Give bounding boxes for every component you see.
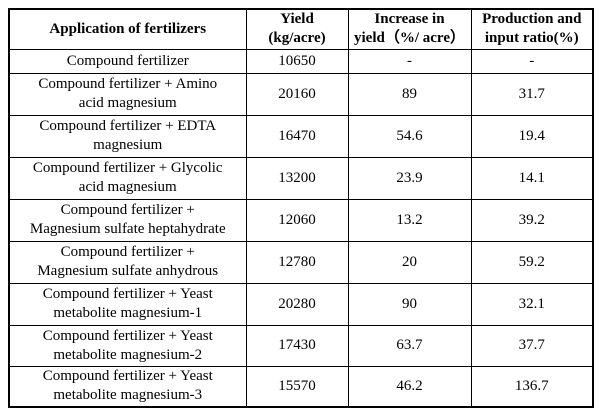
table-row: Compound fertilizer 10650 - - — [8, 48, 594, 74]
application-cell: Compound fertilizer + Yeast metabolite m… — [8, 282, 247, 326]
header-ratio: Production and input ratio(%) — [470, 8, 594, 50]
table-row: Compound fertilizer + Magnesium sulfate … — [8, 240, 594, 284]
ratio-cell: - — [470, 48, 594, 74]
yield-cell: 13200 — [245, 156, 349, 200]
table-row: Compound fertilizer + Yeast metabolite m… — [8, 282, 594, 326]
ratio-cell: 31.7 — [470, 72, 594, 116]
increase-cell: 54.6 — [347, 114, 472, 158]
increase-cell: 46.2 — [347, 365, 472, 408]
header-yield: Yield (kg/acre) — [245, 8, 349, 50]
header-increase: Increase in yield（%/ acre） — [347, 8, 472, 50]
application-cell: Compound fertilizer + Yeast metabolite m… — [8, 324, 247, 367]
application-cell: Compound fertilizer + Amino acid magnesi… — [8, 72, 247, 116]
table-row: Compound fertilizer + Yeast metabolite m… — [8, 365, 594, 408]
table-row: Compound fertilizer + Yeast metabolite m… — [8, 324, 594, 367]
yield-cell: 15570 — [245, 365, 349, 408]
application-cell: Compound fertilizer + Yeast metabolite m… — [8, 365, 247, 408]
table-row: Compound fertilizer + Magnesium sulfate … — [8, 198, 594, 242]
increase-cell: 23.9 — [347, 156, 472, 200]
ratio-cell: 14.1 — [470, 156, 594, 200]
increase-cell: 63.7 — [347, 324, 472, 367]
yield-cell: 10650 — [245, 48, 349, 74]
increase-cell: 90 — [347, 282, 472, 326]
increase-cell: - — [347, 48, 472, 74]
yield-cell: 16470 — [245, 114, 349, 158]
application-cell: Compound fertilizer — [8, 48, 247, 74]
table-row: Compound fertilizer + Glycolic acid magn… — [8, 156, 594, 200]
ratio-cell: 32.1 — [470, 282, 594, 326]
yield-cell: 12060 — [245, 198, 349, 242]
table-header-row: Application of fertilizers Yield (kg/acr… — [8, 8, 594, 50]
yield-cell: 12780 — [245, 240, 349, 284]
yield-cell: 20160 — [245, 72, 349, 116]
yield-cell: 17430 — [245, 324, 349, 367]
increase-cell: 20 — [347, 240, 472, 284]
ratio-cell: 39.2 — [470, 198, 594, 242]
increase-cell: 89 — [347, 72, 472, 116]
ratio-cell: 19.4 — [470, 114, 594, 158]
application-cell: Compound fertilizer + Magnesium sulfate … — [8, 198, 247, 242]
fertilizer-results-table: Application of fertilizers Yield (kg/acr… — [8, 8, 594, 408]
ratio-cell: 136.7 — [470, 365, 594, 408]
application-cell: Compound fertilizer + Glycolic acid magn… — [8, 156, 247, 200]
application-cell: Compound fertilizer + Magnesium sulfate … — [8, 240, 247, 284]
yield-cell: 20280 — [245, 282, 349, 326]
table-row: Compound fertilizer + EDTA magnesium 164… — [8, 114, 594, 158]
ratio-cell: 37.7 — [470, 324, 594, 367]
ratio-cell: 59.2 — [470, 240, 594, 284]
table-row: Compound fertilizer + Amino acid magnesi… — [8, 72, 594, 116]
application-cell: Compound fertilizer + EDTA magnesium — [8, 114, 247, 158]
increase-cell: 13.2 — [347, 198, 472, 242]
header-application: Application of fertilizers — [8, 8, 247, 50]
